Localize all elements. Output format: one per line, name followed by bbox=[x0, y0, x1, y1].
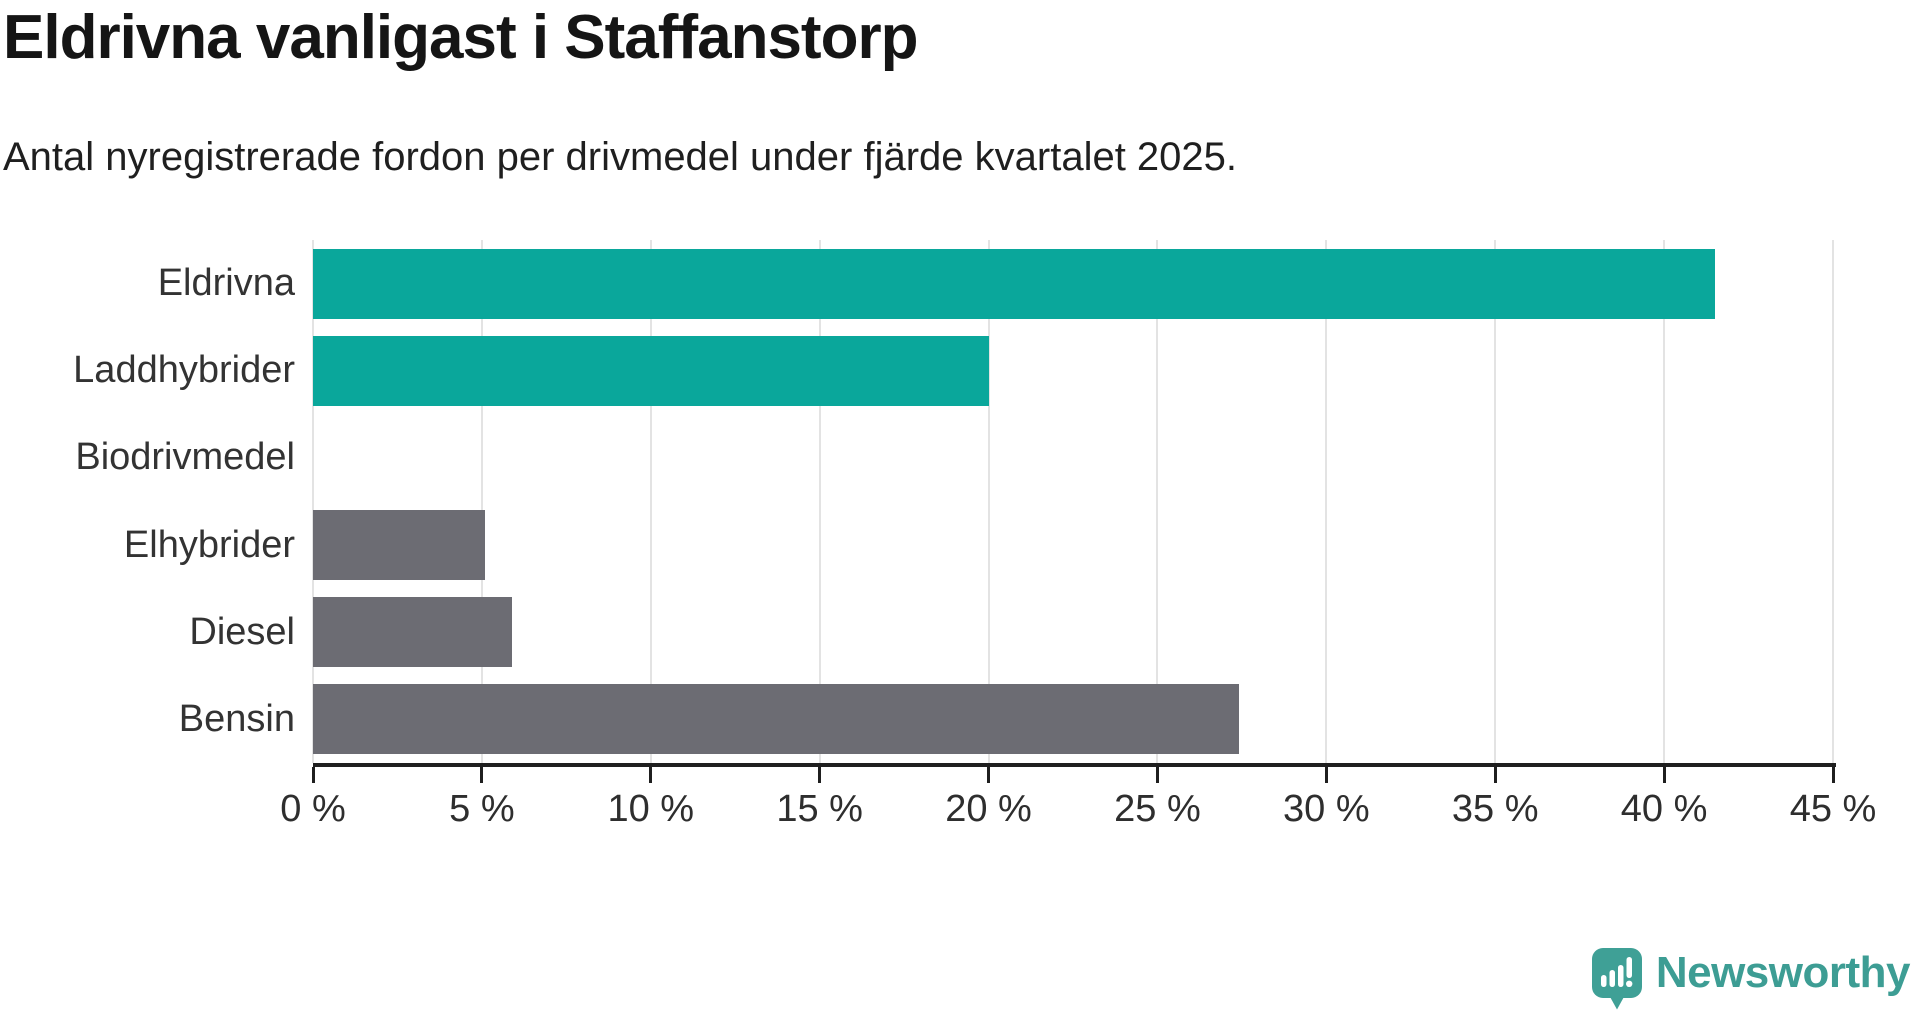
bar-elhybrider bbox=[313, 510, 486, 581]
axis-tick-label: 35 % bbox=[1451, 788, 1539, 830]
gridline bbox=[1325, 240, 1328, 763]
axis-tick-label: 30 % bbox=[1283, 788, 1370, 830]
chart-title: Eldrivna vanligast i Staffanstorp bbox=[3, 3, 918, 72]
category-label: Laddhybrider bbox=[73, 349, 295, 392]
axis-tick bbox=[1662, 767, 1666, 783]
axis-tick-label: 0 % bbox=[280, 788, 346, 830]
axis-tick bbox=[987, 767, 991, 783]
gridline bbox=[987, 240, 990, 763]
bar-bensin bbox=[313, 684, 1239, 755]
chart-subtitle: Antal nyregistrerade fordon per drivmede… bbox=[3, 135, 1238, 179]
gridline bbox=[649, 240, 652, 763]
gridline bbox=[1156, 240, 1159, 763]
gridline bbox=[1832, 240, 1834, 763]
axis-tick bbox=[311, 767, 315, 783]
bar-laddhybrider bbox=[313, 335, 989, 406]
axis-tick-label: 20 % bbox=[945, 788, 1032, 830]
axis-tick-label: 5 % bbox=[449, 788, 515, 830]
axis-tick bbox=[1155, 767, 1159, 783]
gridline bbox=[818, 240, 821, 763]
category-label: Bensin bbox=[178, 697, 295, 740]
category-label: Biodrivmedel bbox=[75, 436, 295, 479]
newsworthy-brand-text: Newsworthy bbox=[1655, 948, 1911, 997]
axis-tick bbox=[480, 767, 484, 783]
axis-tick-label: 15 % bbox=[776, 788, 863, 830]
gridline bbox=[312, 240, 314, 763]
gridline bbox=[480, 240, 483, 763]
axis-tick bbox=[1831, 767, 1835, 783]
bar-diesel bbox=[313, 597, 513, 668]
axis-tick bbox=[649, 767, 653, 783]
axis-tick-label: 10 % bbox=[607, 788, 695, 830]
axis-tick-label: 45 % bbox=[1789, 788, 1877, 830]
category-label: Diesel bbox=[189, 610, 295, 653]
axis-tick bbox=[1493, 767, 1497, 783]
axis-tick-label: 25 % bbox=[1114, 788, 1201, 830]
gridline bbox=[1663, 240, 1666, 763]
axis-tick bbox=[1324, 767, 1328, 783]
newsworthy-bubble-chart-icon bbox=[1591, 948, 1642, 1010]
axis-tick bbox=[818, 767, 822, 783]
bar-eldrivna bbox=[313, 248, 1715, 319]
newsworthy-logo: Newsworthy bbox=[1591, 948, 1911, 1010]
gridline bbox=[1494, 240, 1497, 763]
x-axis-line bbox=[313, 763, 1836, 767]
axis-tick-label: 40 % bbox=[1620, 788, 1708, 830]
category-label: Elhybrider bbox=[123, 523, 295, 566]
category-label: Eldrivna bbox=[157, 262, 295, 305]
